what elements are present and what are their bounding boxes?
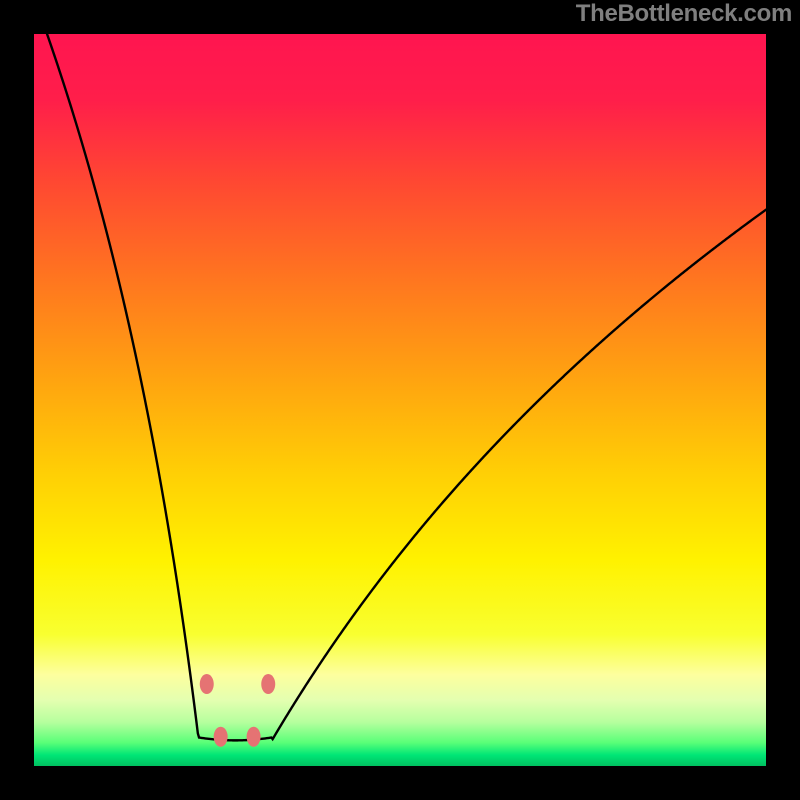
valley-marker-1: [214, 727, 228, 747]
plot-area: [34, 34, 766, 766]
watermark-text: TheBottleneck.com: [576, 0, 792, 28]
valley-marker-3: [261, 674, 275, 694]
chart-frame: TheBottleneck.com: [0, 0, 800, 800]
bottleneck-chart: [34, 34, 766, 766]
valley-marker-0: [200, 674, 214, 694]
valley-marker-2: [247, 727, 261, 747]
